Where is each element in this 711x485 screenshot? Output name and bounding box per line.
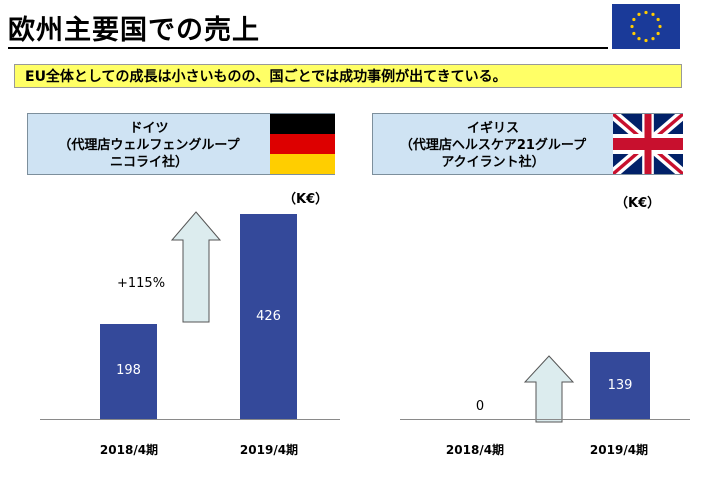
uk-agent: （代理店ヘルスケア21グループ bbox=[399, 138, 587, 153]
germany-baseline bbox=[40, 419, 340, 420]
eu-star bbox=[644, 10, 648, 15]
up-arrow-icon bbox=[170, 211, 222, 323]
uk-card-text: イギリス （代理店ヘルスケア21グループ アクイラント社） bbox=[373, 120, 613, 171]
eu-star bbox=[644, 38, 648, 43]
up-arrow-icon bbox=[523, 355, 575, 423]
germany-flag-icon bbox=[270, 114, 335, 174]
germany-unit-label: （K€） bbox=[283, 192, 329, 207]
germany-company: ニコライ社） bbox=[109, 155, 188, 170]
summary-banner: EU全体としての成長は小さいものの、国ごとでは成功事例が出てきている。 bbox=[14, 64, 682, 88]
uk-flag-icon bbox=[613, 114, 683, 174]
uk-value-2018: 0 bbox=[475, 399, 485, 414]
page-title: 欧州主要国での売上 bbox=[8, 15, 260, 46]
uk-company: アクイラント社） bbox=[441, 155, 545, 170]
uk-name: イギリス bbox=[466, 121, 519, 136]
germany-bar-2018 bbox=[100, 323, 157, 419]
germany-card-text: ドイツ （代理店ウェルフェングループ ニコライ社） bbox=[28, 120, 270, 171]
eu-star bbox=[651, 12, 655, 16]
germany-category-2018: 2018/4期 bbox=[99, 443, 159, 457]
uk-value-2019: 139 bbox=[607, 377, 633, 393]
eu-star bbox=[656, 31, 660, 36]
germany-card: ドイツ （代理店ウェルフェングループ ニコライ社） bbox=[27, 113, 335, 175]
uk-baseline bbox=[400, 419, 690, 420]
eu-star bbox=[651, 37, 655, 41]
uk-card: イギリス （代理店ヘルスケア21グループ アクイラント社） bbox=[372, 113, 683, 175]
eu-star bbox=[637, 12, 641, 16]
uk-category-2018: 2018/4期 bbox=[445, 443, 505, 457]
eu-star bbox=[656, 17, 660, 22]
germany-name: ドイツ bbox=[129, 121, 169, 136]
eu-flag-icon bbox=[612, 4, 680, 49]
uk-chart: 0 139 bbox=[400, 190, 690, 420]
title-underline bbox=[8, 47, 608, 49]
eu-star bbox=[658, 24, 662, 29]
germany-value-2018: 198 bbox=[116, 363, 141, 379]
eu-star bbox=[637, 37, 641, 41]
germany-bar-2019 bbox=[240, 214, 297, 419]
eu-star bbox=[632, 31, 636, 36]
uk-category-2019: 2019/4期 bbox=[589, 443, 649, 457]
uk-bar-2019 bbox=[590, 352, 650, 419]
germany-agent: （代理店ウェルフェングループ bbox=[58, 138, 240, 153]
germany-value-2019: 426 bbox=[256, 308, 281, 324]
uk-unit-label: （K€） bbox=[615, 196, 661, 211]
germany-chart: 198 426 bbox=[40, 190, 340, 420]
eu-star bbox=[632, 17, 636, 22]
germany-category-2019: 2019/4期 bbox=[239, 443, 299, 457]
eu-star bbox=[630, 24, 634, 29]
germany-growth-label: +115% bbox=[117, 276, 166, 291]
